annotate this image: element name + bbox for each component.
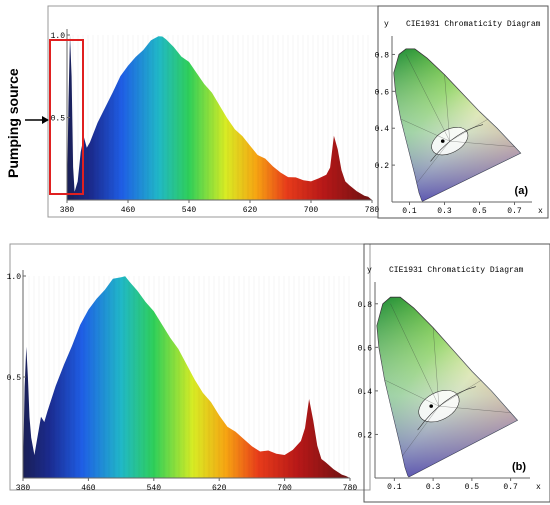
cie-y-tick-label-b: 0.8 <box>358 301 373 310</box>
cie-x-tick-label-a: 0.1 <box>402 207 417 216</box>
cie-region-line-a <box>400 118 450 142</box>
y-tick-label-b: 1.0 <box>7 273 22 282</box>
cie-point-b <box>429 404 433 408</box>
x-tick-label-a: 380 <box>60 206 75 215</box>
pumping-arrow-head <box>42 116 49 124</box>
cie-x-tick-label-a: 0.7 <box>507 207 522 216</box>
spectrum-area-a <box>67 35 372 200</box>
cie-y-tick-label-b: 0.4 <box>358 388 373 397</box>
cie-y-label-b: y <box>367 266 372 275</box>
cie-region-line-a <box>405 54 450 142</box>
cie-diagram-a: CIE1931 Chromaticity Diagram y x 0.1 0.3 0.5 0… <box>375 20 543 216</box>
cie-region-line-a <box>416 141 450 184</box>
cie-x-tick-label-a: 0.5 <box>472 207 487 216</box>
cie-x-label-a: x <box>538 207 543 216</box>
spectrum-chart-a: 380 460 540 620 700 780 1.0 0.5 <box>51 29 380 215</box>
cie-region-line-b <box>401 406 440 457</box>
x-tick-label-b: 380 <box>16 484 31 493</box>
cie-y-tick-label-a: 0.4 <box>375 125 390 134</box>
cie-locus-blue-a <box>393 48 521 202</box>
x-tick-label-a: 460 <box>121 206 136 215</box>
cie-y-tick-label-b: 0.6 <box>358 344 373 353</box>
spectrum-chart-b: 380 460 540 620 700 780 1.0 0.5 <box>7 270 358 493</box>
cie-frame-b <box>363 243 550 503</box>
cie-x-tick-label-b: 0.1 <box>387 483 402 492</box>
cie-point-a <box>440 139 445 143</box>
pumping-source-highlight <box>49 39 84 195</box>
cie-title-b: CIE1931 Chromaticity Diagram <box>389 266 524 275</box>
y-tick-label-a: 0.5 <box>51 115 66 124</box>
spectrum-area-b <box>23 276 350 478</box>
x-tick-label-b: 620 <box>212 484 227 493</box>
cie-y-label-a: y <box>384 20 389 29</box>
x-tick-label-b: 700 <box>277 484 292 493</box>
cie-region-line-b <box>438 405 511 413</box>
cie-diagram-b: CIE1931 Chromaticity Diagram y x 0.1 0.3 0.5 0… <box>358 266 541 492</box>
cie-y-tick-label-a: 0.6 <box>375 88 390 97</box>
pumping-source-label: Pumping source <box>5 68 21 178</box>
cie-title-a: CIE1931 Chromaticity Diagram <box>406 20 541 29</box>
x-tick-label-b: 460 <box>81 484 96 493</box>
spectrum-frame-b <box>9 243 371 491</box>
cie-locus-blue-b <box>376 297 518 477</box>
cie-region-line-b <box>384 379 440 407</box>
cie-region-line-b <box>390 303 440 407</box>
cie-region-line-b <box>432 327 440 407</box>
cie-region-line-b <box>438 379 482 407</box>
cie-planckian-b <box>417 386 476 431</box>
x-tick-label-b: 780 <box>343 484 358 493</box>
y-tick-label-b: 0.5 <box>7 374 22 383</box>
cie-region-line-a <box>449 140 515 147</box>
cie-x-tick-label-b: 0.5 <box>465 483 480 492</box>
cie-x-tick-label-b: 0.7 <box>503 483 518 492</box>
x-tick-label-a: 540 <box>182 206 197 215</box>
cie-y-tick-label-a: 0.8 <box>375 51 390 60</box>
cie-region-line-a <box>444 74 450 142</box>
x-tick-label-a: 620 <box>243 206 258 215</box>
cie-x-tick-label-b: 0.3 <box>426 483 441 492</box>
cie-region-line-a <box>449 118 489 142</box>
x-tick-label-b: 540 <box>147 484 162 493</box>
cie-y-tick-label-b: 0.2 <box>358 431 373 440</box>
panel-label-b: (b) <box>512 461 526 473</box>
x-tick-label-a: 780 <box>365 206 380 215</box>
panel-label-a: (a) <box>515 185 529 197</box>
cie-frame-a <box>377 5 549 219</box>
x-tick-label-a: 700 <box>304 206 319 215</box>
y-tick-label-a: 1.0 <box>51 32 66 41</box>
cie-y-tick-label-a: 0.2 <box>375 162 390 171</box>
cie-planckian-a <box>430 124 484 162</box>
cie-x-label-b: x <box>536 483 541 492</box>
cie-x-tick-label-a: 0.3 <box>437 207 452 216</box>
